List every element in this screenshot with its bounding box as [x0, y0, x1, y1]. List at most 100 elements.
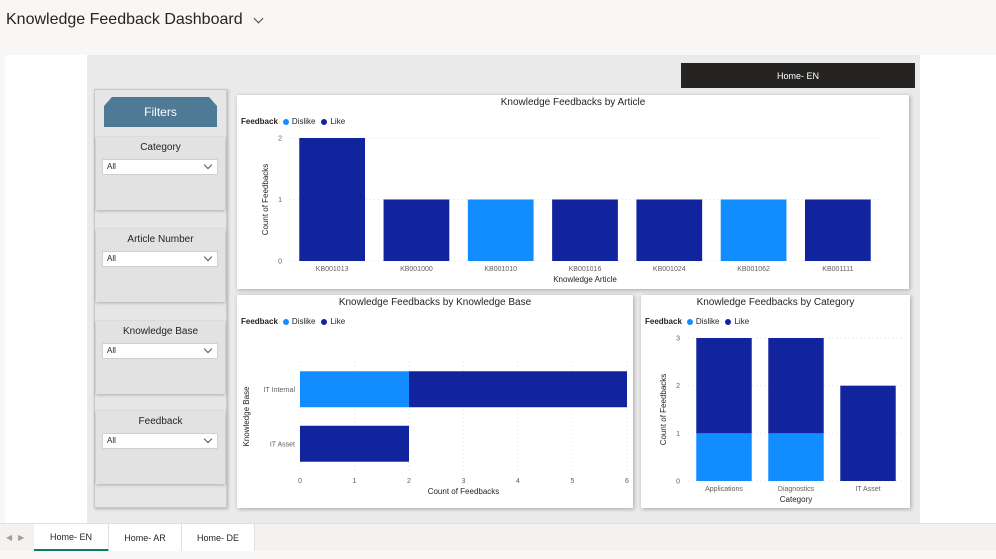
- x-axis-title: Category: [780, 495, 812, 504]
- chart-legend: Feedback Dislike Like: [241, 317, 345, 326]
- tab-next-icon[interactable]: ▶: [18, 533, 31, 542]
- chart-title: Knowledge Feedbacks by Article: [500, 97, 646, 108]
- chart-by-knowledge-base[interactable]: 0 1 2 3 4 5 6 IT Internal IT Asset Count of Feedb…: [237, 295, 633, 508]
- legend-dislike-label: Dislike: [291, 317, 316, 326]
- legend-like-label: Like: [330, 317, 346, 326]
- filters-title: Filters: [144, 105, 177, 119]
- x-tick-label: KB001016: [569, 266, 602, 273]
- bottom-strip: [0, 551, 996, 559]
- y-tick-label: IT Asset: [270, 441, 295, 448]
- x-tick-label: 2: [407, 478, 411, 485]
- report-title-dropdown[interactable]: Knowledge Feedback Dashboard: [6, 11, 264, 29]
- chart-by-article-svg: 0 1 2 KB001013 KB001000 KB001010 KB001016 KB001…: [261, 136, 880, 284]
- x-tick-label: Applications: [705, 486, 743, 493]
- y-axis-title: Count of Feedbacks: [659, 374, 668, 446]
- bar-like: [383, 199, 450, 261]
- dropdown-value: All: [107, 254, 116, 263]
- chevron-down-icon: [203, 344, 213, 354]
- page-tabs-bar: ◀▶ Home- EN Home- AR Home- DE: [0, 523, 996, 552]
- feedback-dropdown[interactable]: All: [102, 433, 218, 449]
- filters-header: Filters: [104, 97, 217, 127]
- tab-scroll-arrows[interactable]: ◀▶: [6, 533, 30, 542]
- bar-like: [768, 338, 824, 434]
- legend-dislike-label: Dislike: [291, 117, 316, 126]
- legend-dislike-label: Dislike: [695, 317, 720, 326]
- tab-label: Home- DE: [196, 533, 239, 543]
- top-bar: Knowledge Feedback Dashboard: [0, 0, 996, 48]
- y-tick-label: 1: [278, 197, 282, 204]
- x-tick-label: KB001010: [484, 266, 517, 273]
- x-tick-label: Diagnostics: [778, 486, 815, 493]
- y-axis-title: Count of Feedbacks: [261, 164, 270, 236]
- bar-like: [696, 338, 752, 434]
- chevron-down-icon: [203, 252, 213, 262]
- article-number-dropdown[interactable]: All: [102, 251, 218, 267]
- page-navigation-button[interactable]: Home- EN: [681, 63, 915, 88]
- chart-title: Knowledge Feedbacks by Category: [696, 297, 855, 308]
- legend-like-label: Like: [734, 317, 750, 326]
- x-tick-label: IT Asset: [855, 486, 880, 493]
- chart-by-article[interactable]: 0 1 2 KB001013 KB001000 KB001010 KB001016 KB001…: [237, 95, 909, 289]
- chart-by-knowledge-base-svg: 0 1 2 3 4 5 6 IT Internal IT Asset Count of Feedb…: [242, 362, 629, 496]
- chart-title: Knowledge Feedbacks by Knowledge Base: [338, 297, 532, 308]
- tab-prev-icon[interactable]: ◀: [6, 533, 19, 542]
- dropdown-value: All: [107, 162, 116, 171]
- chevron-down-icon: [203, 434, 213, 444]
- x-tick-label: 6: [625, 478, 629, 485]
- legend-dislike-swatch: [686, 318, 693, 325]
- x-tick-label: KB001062: [737, 266, 770, 273]
- y-tick-label: 0: [676, 479, 680, 486]
- slicer-label: Category: [140, 142, 181, 153]
- bar-dislike: [720, 199, 787, 261]
- chart-legend: Feedback Dislike Like: [241, 117, 345, 126]
- slicer-category: Category All: [96, 137, 225, 210]
- slicer-label: Article Number: [127, 234, 194, 245]
- x-tick-label: 4: [516, 478, 520, 485]
- chart-legend: Feedback Dislike Like: [645, 317, 749, 326]
- x-tick-label: KB001013: [316, 266, 349, 273]
- dropdown-value: All: [107, 346, 116, 355]
- chevron-down-icon: [203, 160, 213, 170]
- legend-like-swatch: [321, 118, 328, 125]
- legend-dislike-swatch: [282, 118, 289, 125]
- page-navigation-label: Home- EN: [776, 70, 819, 81]
- slicer-label: Feedback: [138, 416, 183, 427]
- legend-title: Feedback: [645, 317, 682, 326]
- slicer-feedback: Feedback All: [96, 411, 225, 484]
- chart-by-category[interactable]: 0 1 2 3 Applications Diagnostics IT Asset Categ…: [641, 295, 910, 508]
- legend-title: Feedback: [241, 117, 278, 126]
- slicer-article-number: Article Number All: [96, 229, 225, 302]
- bar-dislike: [768, 433, 824, 481]
- x-tick-label: 1: [353, 478, 357, 485]
- tab-home-ar[interactable]: Home- AR: [109, 524, 182, 552]
- y-tick-label: IT Internal: [264, 387, 296, 394]
- bar-like: [552, 199, 618, 261]
- y-tick-label: 1: [676, 431, 680, 438]
- knowledge-base-dropdown[interactable]: All: [102, 343, 218, 359]
- x-axis-title: Count of Feedbacks: [428, 487, 500, 496]
- page-title: Knowledge Feedback Dashboard: [6, 11, 243, 28]
- bar-like: [300, 425, 409, 462]
- dropdown-value: All: [107, 436, 116, 445]
- tab-label: Home- AR: [124, 533, 166, 543]
- slicer-knowledge-base: Knowledge Base All: [96, 321, 225, 394]
- tab-home-en[interactable]: Home- EN: [34, 524, 109, 552]
- chart-by-category-svg: 0 1 2 3 Applications Diagnostics IT Asset Categ…: [659, 336, 904, 504]
- x-tick-label: KB001000: [400, 266, 433, 273]
- x-tick-label: 0: [298, 478, 302, 485]
- bar-like: [840, 385, 896, 481]
- bar-dislike: [300, 371, 409, 408]
- legend-dislike-swatch: [282, 318, 289, 325]
- x-tick-label: 3: [462, 478, 466, 485]
- tab-home-de[interactable]: Home- DE: [182, 524, 255, 552]
- tab-label: Home- EN: [49, 531, 92, 542]
- x-tick-label: KB001024: [653, 266, 686, 273]
- legend-like-swatch: [725, 318, 732, 325]
- x-tick-label: 5: [571, 478, 575, 485]
- legend-title: Feedback: [241, 317, 278, 326]
- y-tick-label: 3: [676, 336, 680, 343]
- bar-like: [804, 199, 871, 261]
- y-tick-label: 2: [278, 136, 282, 143]
- category-dropdown[interactable]: All: [102, 159, 218, 175]
- legend-like-label: Like: [330, 117, 346, 126]
